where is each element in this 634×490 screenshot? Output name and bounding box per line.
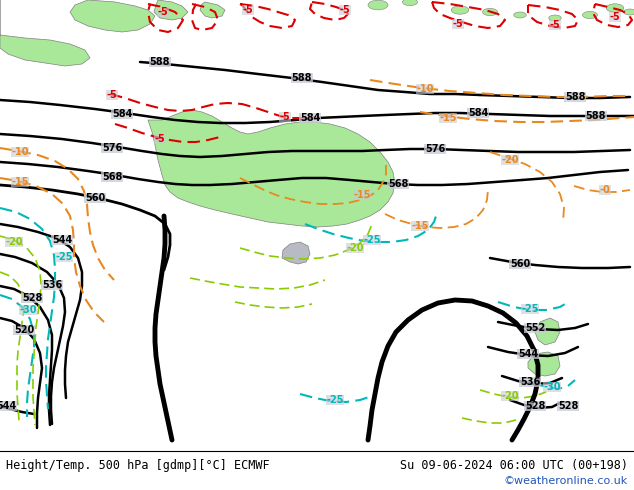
Polygon shape [535, 318, 560, 345]
Text: -20: -20 [501, 391, 519, 401]
Text: -30: -30 [19, 305, 37, 315]
Polygon shape [148, 110, 395, 227]
Text: -5: -5 [107, 90, 117, 100]
Polygon shape [200, 2, 225, 18]
Text: -5: -5 [155, 134, 165, 144]
Text: -15: -15 [439, 113, 456, 123]
Text: -0: -0 [600, 185, 611, 195]
Text: 576: 576 [102, 143, 122, 153]
Ellipse shape [451, 6, 469, 14]
Text: 584: 584 [468, 108, 488, 118]
Ellipse shape [482, 8, 498, 16]
Text: -25: -25 [363, 235, 381, 245]
Text: -5: -5 [550, 20, 560, 30]
Text: 552: 552 [525, 323, 545, 333]
Text: 576: 576 [425, 144, 445, 154]
Ellipse shape [403, 0, 418, 5]
Text: -25: -25 [521, 304, 539, 314]
Text: 544: 544 [52, 235, 72, 245]
Polygon shape [154, 0, 188, 20]
Text: ©weatheronline.co.uk: ©weatheronline.co.uk [504, 476, 628, 486]
Text: -15: -15 [11, 177, 29, 187]
Text: 544: 544 [518, 349, 538, 359]
Text: 528: 528 [525, 401, 545, 411]
Text: -5: -5 [610, 12, 621, 22]
Text: -10: -10 [11, 147, 29, 157]
Text: 584: 584 [300, 113, 320, 123]
Polygon shape [282, 242, 310, 264]
Text: 528: 528 [22, 293, 42, 303]
Text: -5: -5 [340, 5, 351, 15]
Polygon shape [528, 352, 560, 376]
Text: 560: 560 [510, 259, 530, 269]
Text: 588: 588 [150, 57, 171, 67]
Text: -20: -20 [5, 237, 23, 247]
Text: Height/Temp. 500 hPa [gdmp][°C] ECMWF: Height/Temp. 500 hPa [gdmp][°C] ECMWF [6, 459, 269, 472]
Text: 560: 560 [85, 193, 105, 203]
Text: Su 09-06-2024 06:00 UTC (00+198): Su 09-06-2024 06:00 UTC (00+198) [400, 459, 628, 472]
Text: -15: -15 [411, 221, 429, 231]
Ellipse shape [549, 15, 561, 21]
Text: 520: 520 [14, 325, 34, 335]
Text: 568: 568 [102, 172, 122, 182]
Text: -5: -5 [453, 19, 463, 29]
Text: -25: -25 [327, 395, 344, 405]
Ellipse shape [624, 9, 634, 15]
Text: -5: -5 [243, 5, 254, 15]
Text: -10: -10 [417, 84, 434, 94]
Text: 568: 568 [388, 179, 408, 189]
Text: -20: -20 [501, 155, 519, 165]
Text: -20: -20 [346, 243, 364, 253]
Text: -25: -25 [55, 252, 73, 262]
Ellipse shape [606, 4, 624, 12]
Text: 584: 584 [112, 109, 132, 119]
Text: 588: 588 [586, 111, 606, 121]
Text: -15: -15 [353, 190, 371, 200]
Text: 528: 528 [558, 401, 578, 411]
Ellipse shape [583, 11, 597, 19]
Ellipse shape [368, 0, 388, 10]
Text: -5: -5 [280, 112, 290, 122]
Polygon shape [0, 0, 90, 66]
Text: 588: 588 [292, 73, 313, 83]
Text: 536: 536 [520, 377, 540, 387]
Text: 588: 588 [565, 92, 585, 102]
Text: -5: -5 [158, 7, 169, 17]
Polygon shape [70, 0, 155, 32]
Text: -30: -30 [543, 382, 560, 392]
Text: 536: 536 [42, 280, 62, 290]
Text: 544: 544 [0, 401, 16, 411]
Ellipse shape [514, 12, 526, 18]
